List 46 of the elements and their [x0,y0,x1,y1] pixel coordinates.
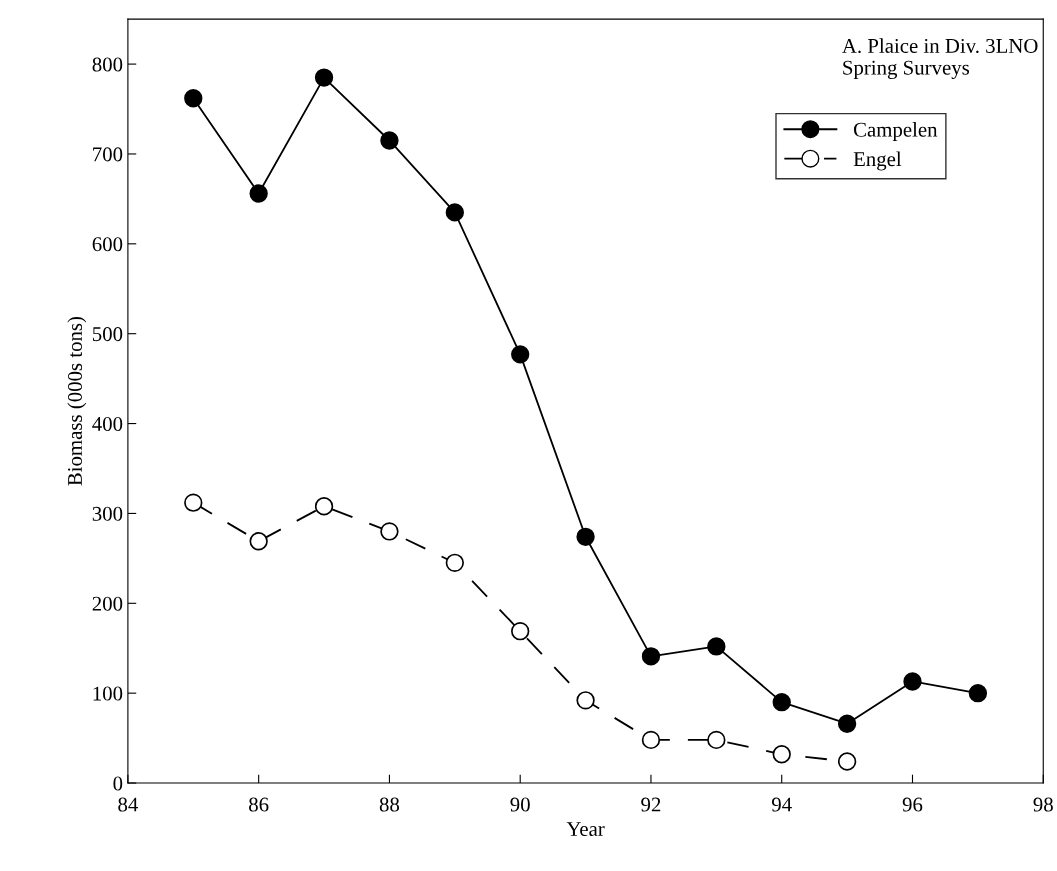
point [314,68,334,87]
x-tick-label: 86 [249,797,269,812]
y-tick-label: 600 [92,237,123,252]
x-tick-label: 92 [641,797,661,812]
point [380,131,399,150]
text: A. Plaice in Div. 3LNO Spring Surveys [842,38,1038,79]
y-tick-label: 700 [93,147,123,162]
point [576,691,595,710]
point [903,672,922,691]
y-tick-label: 300 [92,506,123,521]
point [772,745,791,764]
y-tick-label: 400 [92,416,123,431]
point [445,553,464,573]
point [314,497,334,516]
point [249,532,268,551]
x-tick-label: 90 [510,797,530,812]
point [707,730,726,750]
point [249,184,268,203]
point [837,714,857,733]
y-tick-label: 0 [113,776,123,791]
x-tick-label: 94 [771,797,792,812]
point [641,730,661,750]
point [837,752,857,771]
x-tick-label: 96 [902,797,923,812]
y-tick-label: 500 [93,327,123,342]
legend-label: Campelen [853,122,938,141]
x-tick-label: 84 [118,797,138,812]
point [576,527,595,546]
point [641,647,661,666]
y-tick-label: 800 [92,57,123,72]
point [380,522,399,541]
point [968,683,988,703]
x-tick-label: 98 [1033,797,1053,812]
x-tick-label: 88 [379,797,400,812]
point [511,345,530,364]
x-axis-title: Year [566,822,605,837]
y-tick-label: 200 [92,596,123,611]
point [445,203,464,222]
point [511,621,530,641]
point [184,89,203,108]
point [184,493,203,512]
point [707,637,726,656]
point [772,692,791,712]
legend-label: Engel [853,151,902,171]
y-tick-label: 100 [93,686,123,701]
y-axis-title: Biomass (000s tons) [67,316,87,486]
